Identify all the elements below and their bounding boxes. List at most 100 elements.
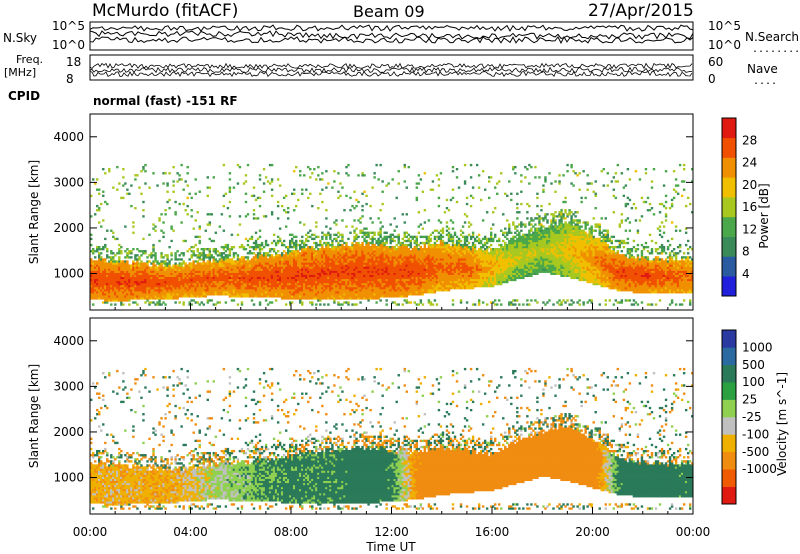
power-cell: [355, 241, 358, 245]
power-cell: [272, 286, 276, 290]
power-cell: [160, 278, 163, 282]
power-cell: [252, 284, 256, 288]
power-cell: [405, 291, 408, 294]
power-cell: [94, 276, 97, 280]
power-cell: [313, 276, 316, 280]
power-cell: [323, 262, 326, 265]
power-cell: [170, 297, 173, 300]
power-cell: [315, 297, 318, 300]
power-cell: [128, 192, 131, 195]
power-cell: [102, 168, 105, 171]
power-cell: [210, 284, 214, 288]
power-cell: [323, 284, 326, 288]
power-cell: [92, 252, 95, 255]
power-cell: [403, 284, 406, 288]
power-cell: [353, 286, 356, 290]
power-cell: [395, 286, 398, 290]
power-cell: [246, 252, 250, 255]
power-cell: [321, 297, 324, 300]
power-cell: [307, 239, 310, 243]
power-cell: [411, 252, 415, 255]
power-cell: [359, 229, 362, 232]
power-cell: [331, 268, 334, 271]
power-cell: [122, 289, 125, 292]
power-cell: [94, 270, 97, 273]
power-cell: [276, 276, 280, 280]
power-cell: [102, 194, 105, 198]
power-cell: [315, 178, 318, 181]
power-cell: [403, 254, 406, 257]
power-cell: [305, 264, 308, 267]
power-cell: [321, 293, 324, 296]
power-cell: [365, 262, 368, 265]
power-cell: [381, 278, 384, 282]
power-cell: [327, 254, 330, 257]
power-cell: [156, 266, 159, 269]
power-cell: [144, 262, 147, 265]
power-cell: [206, 268, 209, 271]
power-cell: [329, 274, 332, 278]
power-cell: [345, 172, 348, 175]
power-cell: [409, 284, 412, 288]
power-cell: [148, 303, 151, 306]
power-cell: [150, 278, 153, 282]
power-cell: [323, 278, 326, 282]
power-cell: [351, 297, 354, 300]
power-cell: [415, 237, 419, 241]
power-cell: [371, 274, 374, 278]
power-cell: [258, 291, 262, 294]
power-cell: [126, 248, 129, 251]
power-cell: [369, 270, 372, 273]
power-cell: [447, 289, 451, 292]
power-cell: [194, 282, 197, 286]
power-cell: [208, 284, 211, 288]
power-cell: [152, 282, 155, 286]
power-cell: [170, 227, 173, 230]
power-cell: [278, 282, 282, 286]
power-cell: [164, 266, 167, 269]
power-cell: [385, 254, 388, 257]
power-cell: [339, 254, 342, 257]
power-cell: [379, 291, 382, 294]
power-cell: [303, 241, 306, 245]
power-cell: [268, 293, 272, 296]
power-cell: [393, 289, 396, 292]
power-cell: [282, 276, 286, 280]
power-cell: [415, 264, 419, 267]
power-cell: [367, 272, 370, 275]
power-cell: [96, 289, 99, 292]
power-cell: [301, 268, 304, 271]
power-cell: [363, 190, 366, 193]
power-cell: [202, 250, 205, 253]
power-cell: [361, 241, 364, 245]
power-cell: [321, 252, 324, 255]
power-cell: [232, 245, 236, 249]
power-cell: [397, 245, 400, 249]
power-cell: [244, 286, 248, 290]
power-cell: [391, 266, 394, 269]
power-cell: [130, 264, 133, 267]
power-cell: [417, 282, 421, 286]
power-cell: [164, 293, 167, 296]
power-cell: [254, 289, 258, 292]
power-cell: [335, 284, 338, 288]
power-cell: [100, 274, 103, 278]
power-cell: [311, 297, 314, 300]
power-cell: [409, 254, 412, 257]
power-cell: [258, 235, 262, 239]
power-cell: [190, 209, 193, 212]
power-cell: [92, 295, 95, 298]
power-cell: [427, 219, 431, 222]
power-cell: [146, 266, 149, 269]
power-cell: [319, 272, 322, 275]
power-cell: [389, 276, 392, 280]
power-cell: [353, 268, 356, 271]
power-cell: [202, 276, 205, 280]
power-cell: [182, 286, 185, 290]
power-cell: [393, 293, 396, 296]
power-cell: [276, 284, 280, 288]
power-cell: [291, 260, 294, 263]
power-cell: [363, 227, 366, 230]
power-cell: [371, 241, 374, 245]
power-cell: [164, 262, 167, 265]
